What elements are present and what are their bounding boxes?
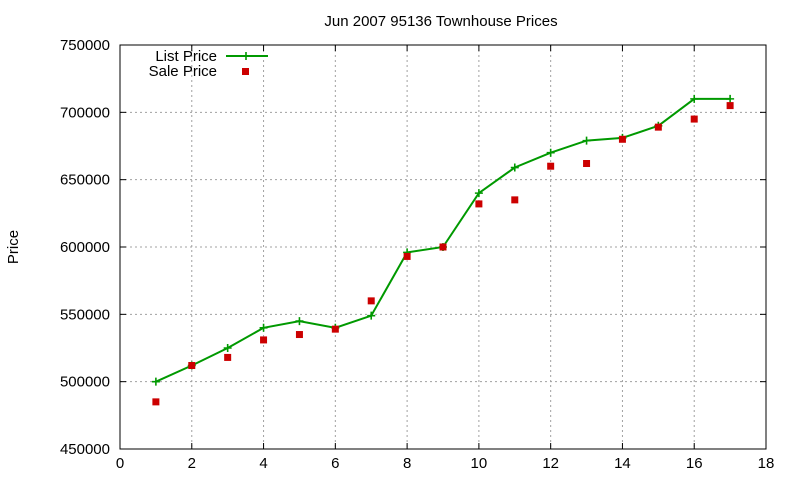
y-tick-label: 750000 bbox=[60, 37, 110, 54]
y-tick-label: 700000 bbox=[60, 104, 110, 121]
x-tick-label: 12 bbox=[542, 455, 559, 472]
list-price-point bbox=[474, 189, 483, 198]
x-tick-label: 18 bbox=[758, 455, 775, 472]
list-price-point bbox=[223, 344, 232, 352]
sale-price-point bbox=[188, 362, 196, 370]
sale-price-point bbox=[260, 336, 268, 344]
x-tick-labels: 0 2 4 6 8 10 12 14 16 18 bbox=[116, 455, 775, 472]
sale-price-point bbox=[152, 398, 160, 406]
sale-price-point bbox=[224, 353, 232, 361]
list-price-point bbox=[510, 163, 519, 172]
sale-price-point bbox=[654, 123, 662, 131]
y-tick-labels: 450000 500000 550000 600000 650000 700000 7500… bbox=[60, 37, 110, 458]
grid-lines bbox=[120, 45, 766, 449]
sale-price-point bbox=[295, 331, 303, 339]
sale-price-point bbox=[403, 252, 411, 260]
list-price-point bbox=[259, 323, 268, 332]
list-price-point bbox=[367, 311, 376, 320]
sale-price-point bbox=[331, 325, 339, 333]
sale-price-point bbox=[726, 102, 734, 110]
sale-price-point bbox=[475, 200, 483, 208]
sale-price-point bbox=[690, 115, 698, 123]
x-tick-label: 2 bbox=[188, 455, 196, 472]
list-price-point bbox=[582, 136, 591, 145]
list-price-line bbox=[155, 97, 731, 383]
sale-price-point bbox=[511, 196, 519, 204]
legend-label-list-price: List Price bbox=[155, 48, 217, 65]
legend-marker-list-price bbox=[242, 52, 250, 60]
list-price-point bbox=[151, 377, 160, 386]
x-tick-label: 0 bbox=[116, 455, 124, 472]
y-tick-label: 500000 bbox=[60, 374, 110, 391]
y-tick-label: 450000 bbox=[60, 441, 110, 458]
list-price-point bbox=[726, 94, 735, 103]
sale-price-point bbox=[439, 243, 447, 251]
x-tick-label: 10 bbox=[471, 455, 488, 472]
list-price-point bbox=[546, 148, 555, 157]
list-price-point bbox=[295, 317, 304, 326]
sale-price-point bbox=[618, 135, 626, 143]
list-price-point bbox=[690, 94, 699, 103]
y-axis-label: Price bbox=[5, 230, 22, 264]
x-tick-label: 14 bbox=[614, 455, 631, 472]
y-tick-label: 650000 bbox=[60, 172, 110, 189]
sale-price-point bbox=[547, 162, 555, 170]
series-list-price bbox=[151, 94, 735, 386]
x-tick-label: 8 bbox=[403, 455, 411, 472]
axis-ticks bbox=[119, 44, 767, 450]
y-tick-label: 600000 bbox=[60, 239, 110, 256]
chart-title: Jun 2007 95136 Townhouse Prices bbox=[324, 13, 557, 30]
sale-price-point bbox=[367, 297, 375, 305]
legend-marker-sale-price bbox=[242, 68, 249, 75]
y-tick-label: 550000 bbox=[60, 306, 110, 323]
series-sale-price bbox=[152, 102, 734, 406]
sale-price-point bbox=[583, 160, 591, 168]
legend-label-sale-price: Sale Price bbox=[149, 63, 217, 80]
legend: List Price Sale Price bbox=[149, 48, 268, 80]
x-tick-label: 16 bbox=[686, 455, 703, 472]
x-tick-label: 4 bbox=[259, 455, 267, 472]
x-tick-label: 6 bbox=[331, 455, 339, 472]
